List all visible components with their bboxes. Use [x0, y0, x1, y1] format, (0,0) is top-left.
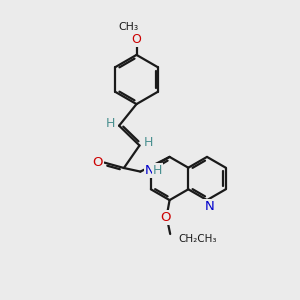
Text: O: O: [160, 211, 171, 224]
Text: O: O: [92, 155, 103, 169]
Text: H: H: [144, 136, 153, 149]
Text: O: O: [132, 33, 141, 46]
Text: H: H: [153, 164, 162, 177]
Text: CH₂CH₃: CH₂CH₃: [178, 234, 217, 244]
Text: N: N: [145, 164, 154, 177]
Text: H: H: [106, 117, 116, 130]
Text: CH₃: CH₃: [118, 22, 138, 32]
Text: N: N: [205, 200, 214, 213]
